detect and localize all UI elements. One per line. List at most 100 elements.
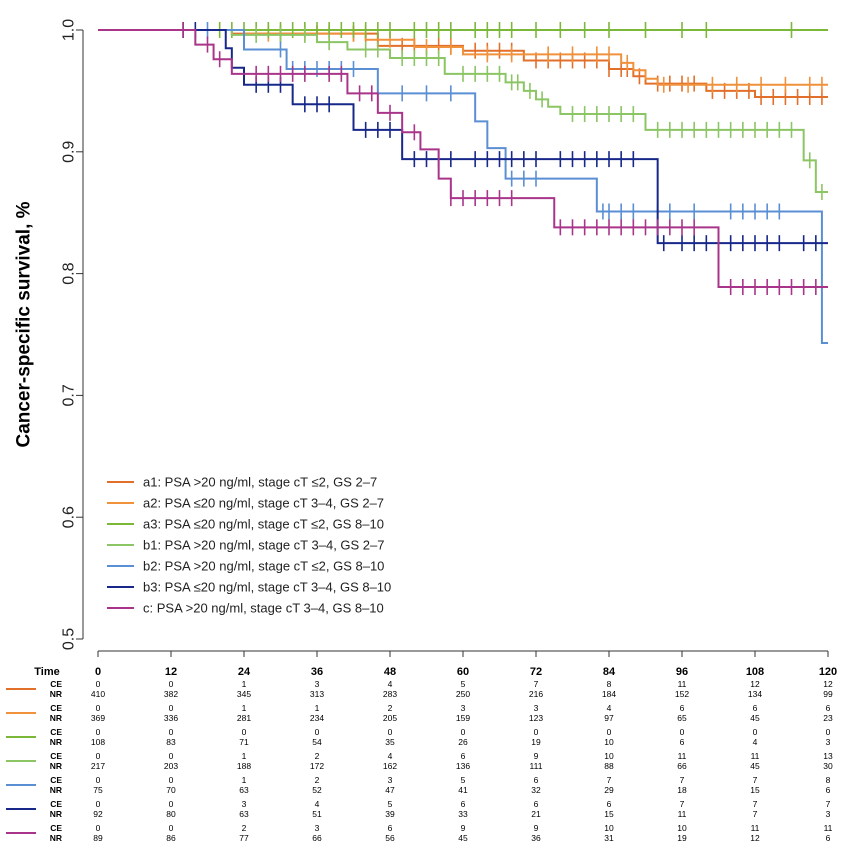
risk-ce-value: 0 — [461, 727, 466, 737]
risk-nr-value: 136 — [456, 761, 470, 771]
risk-nr-value: 89 — [93, 833, 103, 843]
risk-nr-value: 66 — [312, 833, 322, 843]
legend-label: a3: PSA ≤20 ng/ml, stage cT ≤2, GS 8–10 — [143, 517, 384, 532]
risk-ce-value: 0 — [96, 727, 101, 737]
risk-nr-value: 65 — [677, 713, 687, 723]
risk-ce-value: 0 — [680, 727, 685, 737]
survival-curve — [98, 29, 828, 288]
axes-layer: 0.5 0.6 0.7 0.8 0.9 1.0 Cancer-specific surviv… — [14, 19, 838, 678]
risk-nr-value: 123 — [529, 713, 543, 723]
risk-ce-value: 0 — [96, 775, 101, 785]
risk-nr-value: 162 — [383, 761, 397, 771]
risk-nr-value: 30 — [823, 761, 833, 771]
risk-ce-value: 0 — [534, 727, 539, 737]
risk-ce-value: 6 — [461, 751, 466, 761]
risk-ce-value: 3 — [242, 799, 247, 809]
risk-nr-value: 10 — [604, 737, 614, 747]
x-tick-label: 72 — [530, 666, 542, 678]
risk-nr-value: 39 — [385, 809, 395, 819]
risk-ce-value: 11 — [751, 823, 760, 833]
series-layer — [98, 22, 828, 345]
risk-nr-value: 159 — [456, 713, 470, 723]
risk-ce-value: 6 — [534, 775, 539, 785]
risk-nr-value: 66 — [677, 761, 687, 771]
x-tick-label: 36 — [311, 666, 323, 678]
risk-ce-value: 9 — [534, 751, 539, 761]
risk-ce-value: 11 — [751, 751, 760, 761]
risk-ce-value: 7 — [680, 799, 685, 809]
risk-ce-value: 3 — [388, 775, 393, 785]
risk-ce-value: 11 — [824, 823, 833, 833]
risk-ce-value: 0 — [96, 703, 101, 713]
x-tick-label: 0 — [95, 666, 101, 678]
risk-ce-value: 0 — [826, 727, 831, 737]
risk-nr-value: 32 — [531, 785, 541, 795]
risk-ce-value: 0 — [96, 751, 101, 761]
risk-ce-value: 3 — [315, 823, 320, 833]
legend-label: b1: PSA >20 ng/ml, stage cT 3–4, GS 2–7 — [143, 538, 385, 553]
risk-label-ce: CE — [50, 679, 62, 689]
risk-ce-value: 6 — [680, 703, 685, 713]
risk-label-nr: NR — [50, 809, 62, 819]
risk-nr-value: 63 — [239, 785, 249, 795]
risk-ce-value: 5 — [388, 799, 393, 809]
risk-ce-value: 7 — [826, 799, 831, 809]
risk-ce-value: 6 — [753, 703, 758, 713]
risk-ce-value: 2 — [242, 823, 247, 833]
x-tick-label: 24 — [238, 666, 251, 678]
risk-ce-value: 11 — [678, 751, 687, 761]
risk-ce-value: 7 — [607, 775, 612, 785]
risk-ce-value: 6 — [607, 799, 612, 809]
risk-ce-value: 6 — [534, 799, 539, 809]
risk-nr-value: 33 — [458, 809, 468, 819]
survival-curve — [98, 29, 828, 86]
risk-nr-value: 51 — [312, 809, 322, 819]
risk-ce-value: 1 — [242, 775, 247, 785]
risk-ce-value: 0 — [96, 823, 101, 833]
risk-ce-value: 7 — [753, 775, 758, 785]
risk-nr-value: 172 — [310, 761, 324, 771]
risk-ce-value: 0 — [169, 775, 174, 785]
risk-label-nr: NR — [50, 737, 62, 747]
risk-nr-value: 70 — [166, 785, 176, 795]
risk-nr-value: 31 — [604, 833, 614, 843]
risk-ce-value: 0 — [169, 799, 174, 809]
risk-label-ce: CE — [50, 751, 62, 761]
risk-nr-value: 45 — [458, 833, 468, 843]
risk-nr-value: 92 — [93, 809, 103, 819]
risk-ce-value: 6 — [826, 703, 831, 713]
risk-ce-value: 5 — [461, 775, 466, 785]
risk-ce-value: 0 — [169, 751, 174, 761]
risk-label-nr: NR — [50, 689, 62, 699]
risk-ce-value: 0 — [169, 823, 174, 833]
risk-nr-value: 12 — [750, 833, 760, 843]
risk-ce-value: 2 — [315, 775, 320, 785]
risk-nr-value: 188 — [237, 761, 251, 771]
risk-nr-value: 86 — [166, 833, 176, 843]
risk-ce-value: 1 — [242, 703, 247, 713]
risk-nr-value: 216 — [529, 689, 543, 699]
risk-ce-value: 6 — [461, 799, 466, 809]
risk-nr-value: 15 — [604, 809, 614, 819]
series-4 — [98, 26, 828, 200]
risk-ce-value: 0 — [169, 727, 174, 737]
risk-nr-value: 77 — [239, 833, 249, 843]
survival-curve — [98, 29, 828, 245]
risk-nr-value: 88 — [604, 761, 614, 771]
risk-nr-value: 345 — [237, 689, 251, 699]
risk-ce-value: 1 — [242, 751, 247, 761]
risk-ce-value: 10 — [604, 751, 614, 761]
risk-ce-value: 8 — [607, 679, 612, 689]
series-6 — [98, 22, 828, 252]
risk-ce-value: 0 — [96, 679, 101, 689]
risk-nr-value: 6 — [826, 833, 831, 843]
risk-nr-value: 80 — [166, 809, 176, 819]
risk-ce-value: 2 — [315, 751, 320, 761]
risk-nr-value: 111 — [530, 761, 543, 771]
risk-label-ce: CE — [50, 799, 62, 809]
risk-label-nr: NR — [50, 761, 62, 771]
risk-nr-value: 15 — [750, 785, 760, 795]
legend-label: a1: PSA >20 ng/ml, stage cT ≤2, GS 2–7 — [143, 475, 377, 490]
risk-ce-value: 0 — [96, 799, 101, 809]
risk-nr-value: 283 — [383, 689, 397, 699]
